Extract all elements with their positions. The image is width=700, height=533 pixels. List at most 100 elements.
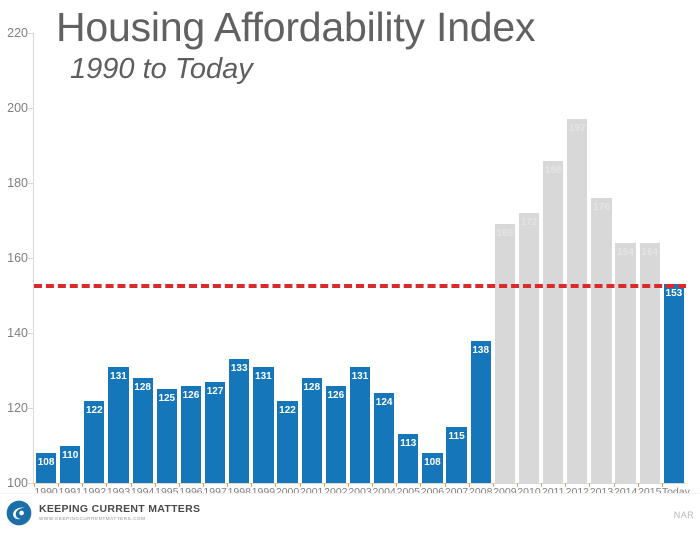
y-axis-tick-label: 120 — [7, 401, 28, 415]
chart-bar[interactable]: 131 — [349, 366, 371, 483]
chart-bar[interactable]: 133 — [229, 359, 250, 483]
bar-slot: 164 — [614, 33, 638, 483]
bar-value-label: 164 — [617, 247, 634, 258]
x-axis-tick-mark — [661, 483, 663, 487]
chart-bar[interactable]: 122 — [84, 400, 105, 483]
bar-slot: 131 — [251, 33, 275, 483]
bar-slot: 126 — [179, 33, 203, 483]
bar-value-label: 125 — [158, 393, 176, 405]
chart-bar[interactable]: 164 — [615, 243, 636, 483]
bar-value-label: 186 — [544, 164, 562, 176]
bar-value-label: 108 — [424, 457, 441, 468]
chart-bar[interactable]: 110 — [60, 445, 81, 483]
y-axis-tick-label: 200 — [7, 101, 28, 115]
chart-bar[interactable]: 127 — [204, 381, 226, 483]
x-axis-tick-mark — [154, 483, 156, 487]
chart-bar[interactable]: 186 — [543, 160, 564, 483]
chart-bar[interactable]: 164 — [639, 243, 660, 483]
y-axis-tick-mark — [27, 408, 33, 409]
bar-value-label: 153 — [665, 288, 683, 300]
chart-bar[interactable]: 131 — [253, 366, 274, 483]
x-axis-tick-mark — [613, 483, 615, 487]
bar-slot: 197 — [565, 33, 589, 483]
bar-value-label: 110 — [62, 449, 79, 461]
chart-bar[interactable]: 176 — [591, 198, 612, 483]
bar-slot: 186 — [541, 33, 565, 483]
y-axis-line — [33, 33, 34, 484]
bar-slot: 131 — [106, 33, 130, 483]
y-axis-tick-label: 160 — [7, 251, 28, 265]
bar-value-label: 131 — [255, 370, 272, 382]
bar-value-label: 124 — [375, 397, 393, 408]
x-axis-tick-mark — [589, 483, 591, 487]
bar-slot: 153 — [662, 33, 686, 483]
x-axis-tick-mark — [299, 483, 301, 487]
bar-value-label: 197 — [568, 123, 586, 135]
chart-bar[interactable]: 108 — [422, 453, 443, 483]
x-axis-tick-mark — [275, 483, 277, 487]
x-axis-tick-mark — [637, 483, 639, 487]
x-axis-tick-mark — [251, 483, 253, 487]
x-axis-tick-mark — [130, 483, 132, 487]
x-axis-tick-mark — [541, 483, 543, 487]
chart-bar[interactable]: 153 — [663, 284, 685, 483]
chart-bar[interactable]: 126 — [180, 385, 202, 483]
chart-bar[interactable]: 128 — [132, 378, 153, 483]
chart-bar[interactable]: 125 — [156, 389, 177, 483]
bar-value-label: 127 — [206, 385, 224, 397]
x-axis-tick-mark — [227, 483, 229, 487]
bar-slot: 113 — [396, 33, 420, 483]
y-axis-tick-mark — [27, 258, 33, 259]
chart-bar[interactable]: 197 — [567, 119, 588, 483]
bar-value-label: 115 — [448, 430, 465, 442]
y-axis-tick-mark — [27, 33, 33, 34]
footer-divider — [0, 493, 700, 494]
x-axis-line — [33, 483, 686, 484]
chart-bar[interactable]: 124 — [373, 393, 395, 483]
bar-value-label: 122 — [85, 404, 103, 416]
x-axis-tick-mark — [420, 483, 422, 487]
chart-bar[interactable]: 108 — [35, 453, 57, 483]
bar-slot: 138 — [469, 33, 493, 483]
brand-logo-block: Keeping Current Matters WWW.KEEPINGCURRE… — [6, 500, 200, 526]
bar-slot: 122 — [82, 33, 106, 483]
source-attribution: NAR — [673, 510, 694, 520]
x-axis-tick-mark — [34, 483, 35, 487]
y-axis-tick-label: 140 — [7, 326, 28, 340]
brand-text: Keeping Current Matters WWW.KEEPINGCURRE… — [39, 504, 200, 521]
chart-bar[interactable]: 115 — [446, 426, 467, 483]
x-axis-tick-mark — [106, 483, 108, 487]
bar-slot: 108 — [420, 33, 444, 483]
x-axis-tick-mark — [516, 483, 518, 487]
bar-slot: 124 — [372, 33, 396, 483]
bar-value-label: 126 — [327, 389, 345, 401]
bar-slot: 176 — [589, 33, 613, 483]
x-axis-tick-mark — [468, 483, 470, 487]
chart-bar[interactable]: 138 — [470, 340, 491, 483]
footer: Keeping Current Matters WWW.KEEPINGCURRE… — [0, 493, 700, 533]
y-axis-tick-mark — [27, 333, 33, 334]
bar-series: 108 110 122 131 128 125 126 127 133 131 122 128 126 1… — [34, 33, 686, 483]
bar-slot: 128 — [300, 33, 324, 483]
chart-bar[interactable]: 172 — [518, 213, 540, 483]
bar-value-label: 128 — [134, 382, 151, 393]
y-axis-tick-mark — [27, 183, 33, 184]
chart-bar[interactable]: 126 — [325, 385, 346, 483]
chart-bar[interactable]: 122 — [277, 400, 298, 483]
x-axis-tick-mark — [372, 483, 374, 487]
chart-bar[interactable]: 131 — [108, 366, 129, 483]
chart-bar[interactable]: 128 — [301, 378, 322, 483]
x-axis-tick-mark — [82, 483, 84, 487]
chart-bar[interactable]: 113 — [398, 434, 419, 483]
x-axis-tick-mark — [203, 483, 205, 487]
x-axis-tick-mark — [58, 483, 60, 487]
bar-slot: 172 — [517, 33, 541, 483]
bar-value-label: 176 — [593, 202, 610, 213]
brand-url: WWW.KEEPINGCURRENTMATTERS.COM — [39, 515, 146, 521]
chart-bar[interactable]: 169 — [494, 224, 515, 483]
bar-slot: 169 — [493, 33, 517, 483]
bar-value-label: 131 — [110, 370, 127, 382]
bar-slot: 164 — [638, 33, 662, 483]
x-axis-tick-mark — [347, 483, 349, 487]
x-axis-tick-mark — [444, 483, 446, 487]
